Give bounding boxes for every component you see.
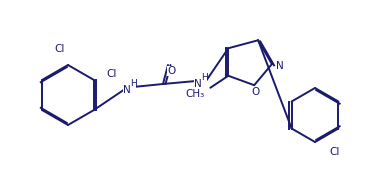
Text: H: H: [129, 79, 137, 88]
Text: N: N: [194, 79, 202, 89]
Text: H: H: [201, 72, 207, 81]
Text: N: N: [123, 85, 131, 95]
Text: O: O: [167, 66, 175, 76]
Text: Cl: Cl: [329, 147, 339, 157]
Text: CH₃: CH₃: [185, 89, 204, 99]
Text: O: O: [251, 87, 259, 97]
Text: N: N: [276, 61, 284, 71]
Text: Cl: Cl: [106, 69, 116, 79]
Text: Cl: Cl: [55, 44, 65, 54]
